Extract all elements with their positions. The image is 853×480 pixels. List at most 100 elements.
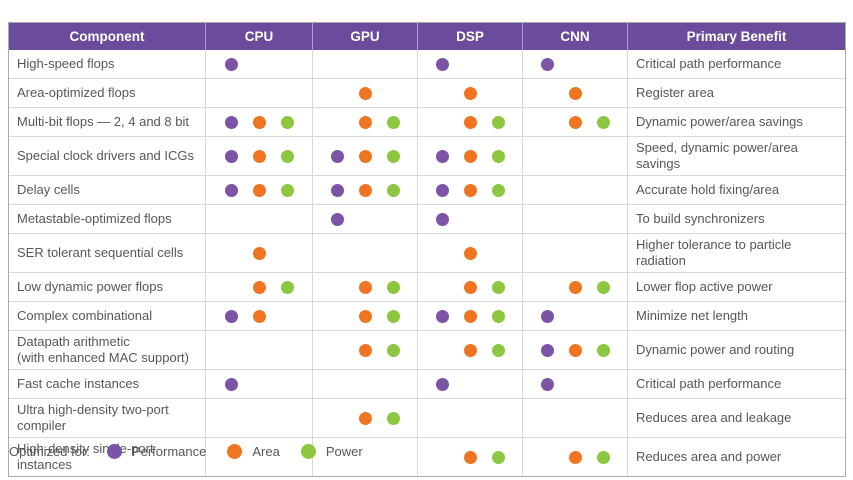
area-dot-icon [358,280,372,294]
column-header-cnn: CNN [523,23,628,50]
legend-item-label: Performance [131,444,207,459]
power-dot-icon [596,115,610,129]
cpu-area-slot [245,149,273,163]
benefit-cell: Dynamic power and routing [628,331,845,369]
dsp-performance-slot [428,183,456,197]
gpu-area-slot [351,115,379,129]
area-dot-icon [463,86,477,100]
cnn-performance-slot [533,377,561,391]
component-cell: Delay cells [9,176,206,204]
cpu-performance-slot [217,309,245,323]
benefit-cell: Register area [628,79,845,107]
power-dot-icon [280,115,294,129]
dsp-cell [418,331,523,369]
cpu-cell [206,205,313,233]
power-dot-icon [386,280,400,294]
area-dot-icon [252,149,266,163]
cpu-cell [206,108,313,136]
area-dot-icon [463,309,477,323]
cpu-cell [206,176,313,204]
component-label: Complex combinational [17,308,153,323]
power-dot-icon [386,411,400,425]
area-dot-icon [463,115,477,129]
component-label: SER tolerant sequential cells [17,245,184,260]
area-dot-icon [568,280,582,294]
performance-dot-icon [224,149,238,163]
table-row: Multi-bit flops — 2, 4 and 8 bit Dynamic… [9,107,845,136]
cpu-cell [206,234,313,272]
gpu-performance-slot [323,183,351,197]
performance-dot-icon [435,309,449,323]
column-header-primary-benefit: Primary Benefit [628,23,845,50]
gpu-cell [313,399,418,437]
power-dot-icon [491,183,505,197]
column-header-gpu: GPU [313,23,418,50]
power-dot-icon [386,343,400,357]
power-dot-icon [491,450,505,464]
benefit-label: Dynamic power/area savings [636,114,803,129]
legend-item-label: Area [252,444,280,459]
dsp-area-slot [456,309,484,323]
cpu-cell [206,50,313,78]
component-cell: Complex combinational [9,302,206,330]
power-dot-icon [596,450,610,464]
dsp-area-slot [456,183,484,197]
benefit-cell: Accurate hold fixing/area [628,176,845,204]
dsp-performance-slot [428,377,456,391]
area-dot-icon [568,343,582,357]
cnn-cell [523,50,628,78]
dsp-performance-slot [428,149,456,163]
performance-dot-icon [540,343,554,357]
performance-dot-icon [540,57,554,71]
area-dot-icon [568,86,582,100]
gpu-area-slot [351,411,379,425]
dsp-cell [418,234,523,272]
area-dot-icon [358,149,372,163]
cnn-cell [523,331,628,369]
column-header-cpu: CPU [206,23,313,50]
benefit-label: Accurate hold fixing/area [636,182,780,197]
component-cell: Ultra high-density two-port compiler [9,399,206,437]
dsp-cell [418,205,523,233]
component-cell: Multi-bit flops — 2, 4 and 8 bit [9,108,206,136]
performance-dot-icon [224,377,238,391]
dsp-cell [418,438,523,476]
cpu-cell [206,399,313,437]
cnn-area-slot [561,115,589,129]
performance-dot-icon [435,377,449,391]
performance-dot-icon [540,377,554,391]
table-row: Special clock drivers and ICGs Speed, dy… [9,136,845,175]
cnn-cell [523,302,628,330]
power-dot-icon [491,149,505,163]
benefit-label: Reduces area and power [636,449,782,464]
power-dot-icon [386,183,400,197]
gpu-power-slot [379,149,407,163]
benefit-label: Minimize net length [636,308,748,323]
area-dot-icon [358,411,372,425]
area-dot-icon [358,115,372,129]
power-dot-icon [596,280,610,294]
performance-dot-icon [435,149,449,163]
component-cell: High-speed flops [9,50,206,78]
power-dot-icon [386,309,400,323]
area-dot-icon [252,309,266,323]
component-cell: SER tolerant sequential cells [9,234,206,272]
dsp-cell [418,399,523,437]
cpu-power-slot [273,280,301,294]
dsp-area-slot [456,149,484,163]
dsp-power-slot [484,309,512,323]
component-label: Datapath arithmetic (with enhanced MAC s… [17,334,189,365]
component-label: Area-optimized flops [17,85,136,100]
area-dot-icon [568,115,582,129]
dsp-cell [418,137,523,175]
gpu-performance-slot [323,212,351,226]
dsp-power-slot [484,280,512,294]
gpu-cell [313,137,418,175]
cpu-performance-slot [217,149,245,163]
cnn-cell [523,205,628,233]
component-label: Metastable-optimized flops [17,211,172,226]
cpu-performance-slot [217,57,245,71]
gpu-cell [313,108,418,136]
gpu-power-slot [379,343,407,357]
table-row: High-speed flops Critical path performan… [9,50,845,78]
